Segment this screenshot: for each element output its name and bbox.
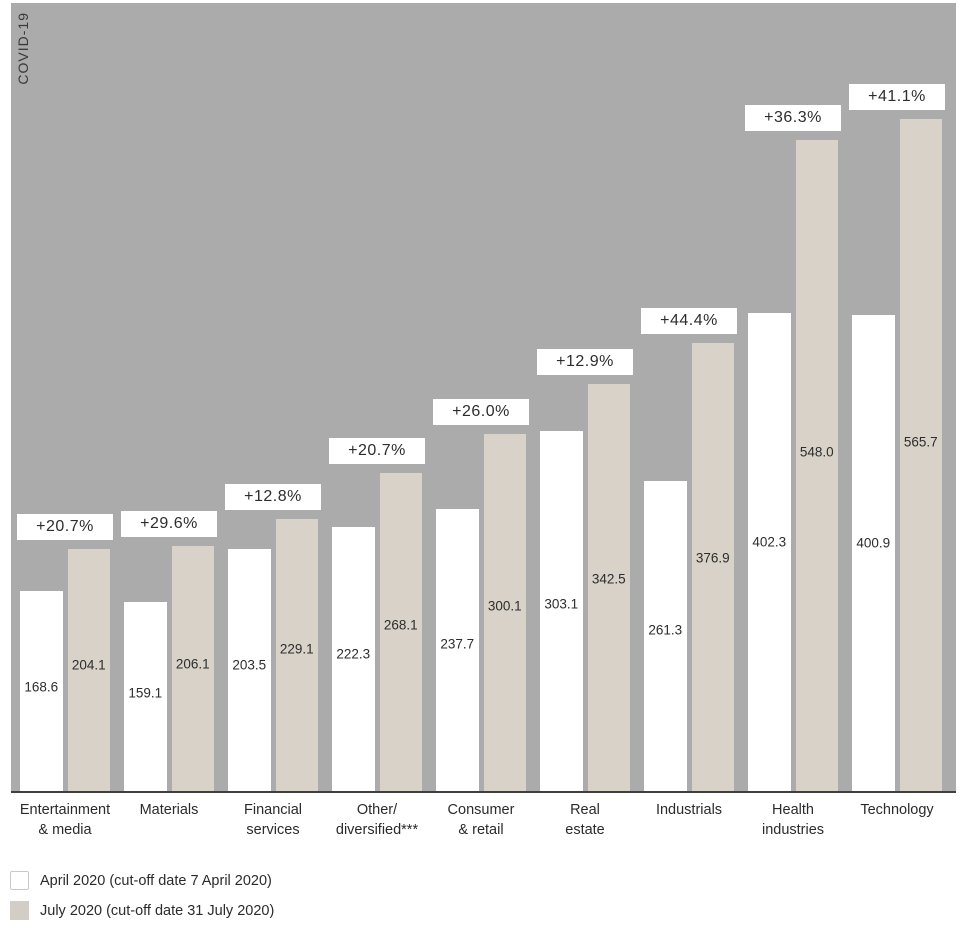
bar-value-label: 376.9 bbox=[695, 550, 730, 566]
bar-july-2020: 376.9 bbox=[691, 343, 734, 791]
bar-group: +12.8% 203.5 229.1 Financial services bbox=[225, 3, 321, 838]
legend-item-april: April 2020 (cut-off date 7 April 2020) bbox=[10, 871, 274, 890]
bar-value-label: 268.1 bbox=[383, 617, 418, 633]
bar-group: +26.0% 237.7 300.1 Consumer & retail bbox=[433, 3, 529, 838]
bar-april-2020: 303.1 bbox=[540, 430, 583, 791]
legend-item-july: July 2020 (cut-off date 31 July 2020) bbox=[10, 901, 274, 920]
bar-april-2020: 168.6 bbox=[20, 590, 63, 791]
change-badge: +20.7% bbox=[17, 513, 113, 540]
bar-july-2020: 342.5 bbox=[587, 384, 630, 791]
bar-group: +29.6% 159.1 206.1 Materials bbox=[121, 3, 217, 818]
april-swatch bbox=[10, 871, 29, 890]
plot-area: +20.7% 168.6 204.1 Entertainment & media +29.… bbox=[17, 3, 945, 838]
change-badge: +44.4% bbox=[641, 308, 737, 335]
bar-value-label: 203.5 bbox=[232, 657, 267, 673]
bar-value-label: 206.1 bbox=[175, 656, 210, 672]
category-label: Entertainment & media bbox=[19, 802, 111, 838]
bar-value-label: 548.0 bbox=[799, 444, 834, 460]
bar-value-label: 402.3 bbox=[752, 534, 787, 550]
category-label: Other/diversified*** bbox=[335, 802, 419, 838]
bar-group: +20.7% 168.6 204.1 Entertainment & media bbox=[17, 3, 113, 838]
bar-april-2020: 237.7 bbox=[436, 508, 479, 791]
change-badge: +36.3% bbox=[745, 104, 841, 131]
change-badge: +41.1% bbox=[849, 83, 945, 110]
bar-group: +41.1% 400.9 565.7 Technology bbox=[849, 3, 945, 818]
bar-april-2020: 159.1 bbox=[124, 602, 167, 791]
bar-value-label: 303.1 bbox=[544, 596, 579, 612]
bar-value-label: 342.5 bbox=[591, 571, 626, 587]
bar-july-2020: 204.1 bbox=[67, 548, 110, 791]
bar-april-2020: 203.5 bbox=[228, 549, 271, 791]
bar-april-2020: 222.3 bbox=[332, 526, 375, 791]
category-label: Materials bbox=[139, 802, 199, 818]
change-badge: +29.6% bbox=[121, 511, 217, 538]
bar-group: +20.7% 222.3 268.1 Other/diversified*** bbox=[329, 3, 425, 838]
bar-value-label: 168.6 bbox=[24, 679, 59, 695]
bar-july-2020: 268.1 bbox=[379, 472, 422, 791]
bar-value-label: 565.7 bbox=[903, 434, 938, 450]
category-label: Industrials bbox=[655, 802, 723, 818]
bar-value-label: 204.1 bbox=[71, 657, 106, 673]
bar-value-label: 229.1 bbox=[279, 641, 314, 657]
bar-july-2020: 548.0 bbox=[795, 139, 838, 791]
category-label: Technology bbox=[860, 802, 934, 818]
bar-group: +12.9% 303.1 342.5 Real estate bbox=[537, 3, 633, 838]
category-label: Financial services bbox=[243, 802, 303, 838]
category-label: Consumer & retail bbox=[447, 802, 515, 838]
bar-group: +36.3% 402.3 548.0 Health industries bbox=[745, 3, 841, 838]
legend-label-july: July 2020 (cut-off date 31 July 2020) bbox=[40, 902, 275, 919]
bar-july-2020: 206.1 bbox=[171, 546, 214, 791]
bar-value-label: 400.9 bbox=[856, 535, 891, 551]
bar-value-label: 261.3 bbox=[648, 622, 683, 638]
legend-label-april: April 2020 (cut-off date 7 April 2020) bbox=[40, 872, 272, 889]
bar-july-2020: 565.7 bbox=[899, 118, 942, 791]
bar-value-label: 159.1 bbox=[128, 685, 163, 701]
july-swatch bbox=[10, 901, 29, 920]
bar-july-2020: 300.1 bbox=[483, 434, 526, 791]
chart-legend: April 2020 (cut-off date 7 April 2020) J… bbox=[10, 871, 274, 920]
category-label: Real estate bbox=[565, 802, 605, 838]
change-badge: +20.7% bbox=[329, 437, 425, 464]
chart-area: COVID-19 +20.7% 168.6 204.1 Entertainment & … bbox=[11, 3, 956, 838]
bar-value-label: 300.1 bbox=[487, 598, 522, 614]
change-badge: +12.8% bbox=[225, 483, 321, 510]
change-badge: +26.0% bbox=[433, 399, 529, 426]
change-badge: +12.9% bbox=[537, 349, 633, 376]
bar-april-2020: 261.3 bbox=[644, 480, 687, 791]
bar-group: +44.4% 261.3 376.9 Industrials bbox=[641, 3, 737, 818]
bar-april-2020: 402.3 bbox=[748, 313, 791, 791]
bar-july-2020: 229.1 bbox=[275, 518, 318, 791]
bar-value-label: 222.3 bbox=[336, 646, 371, 662]
bar-value-label: 237.7 bbox=[440, 636, 475, 652]
category-label: Health industries bbox=[761, 802, 825, 838]
bar-april-2020: 400.9 bbox=[852, 314, 895, 791]
